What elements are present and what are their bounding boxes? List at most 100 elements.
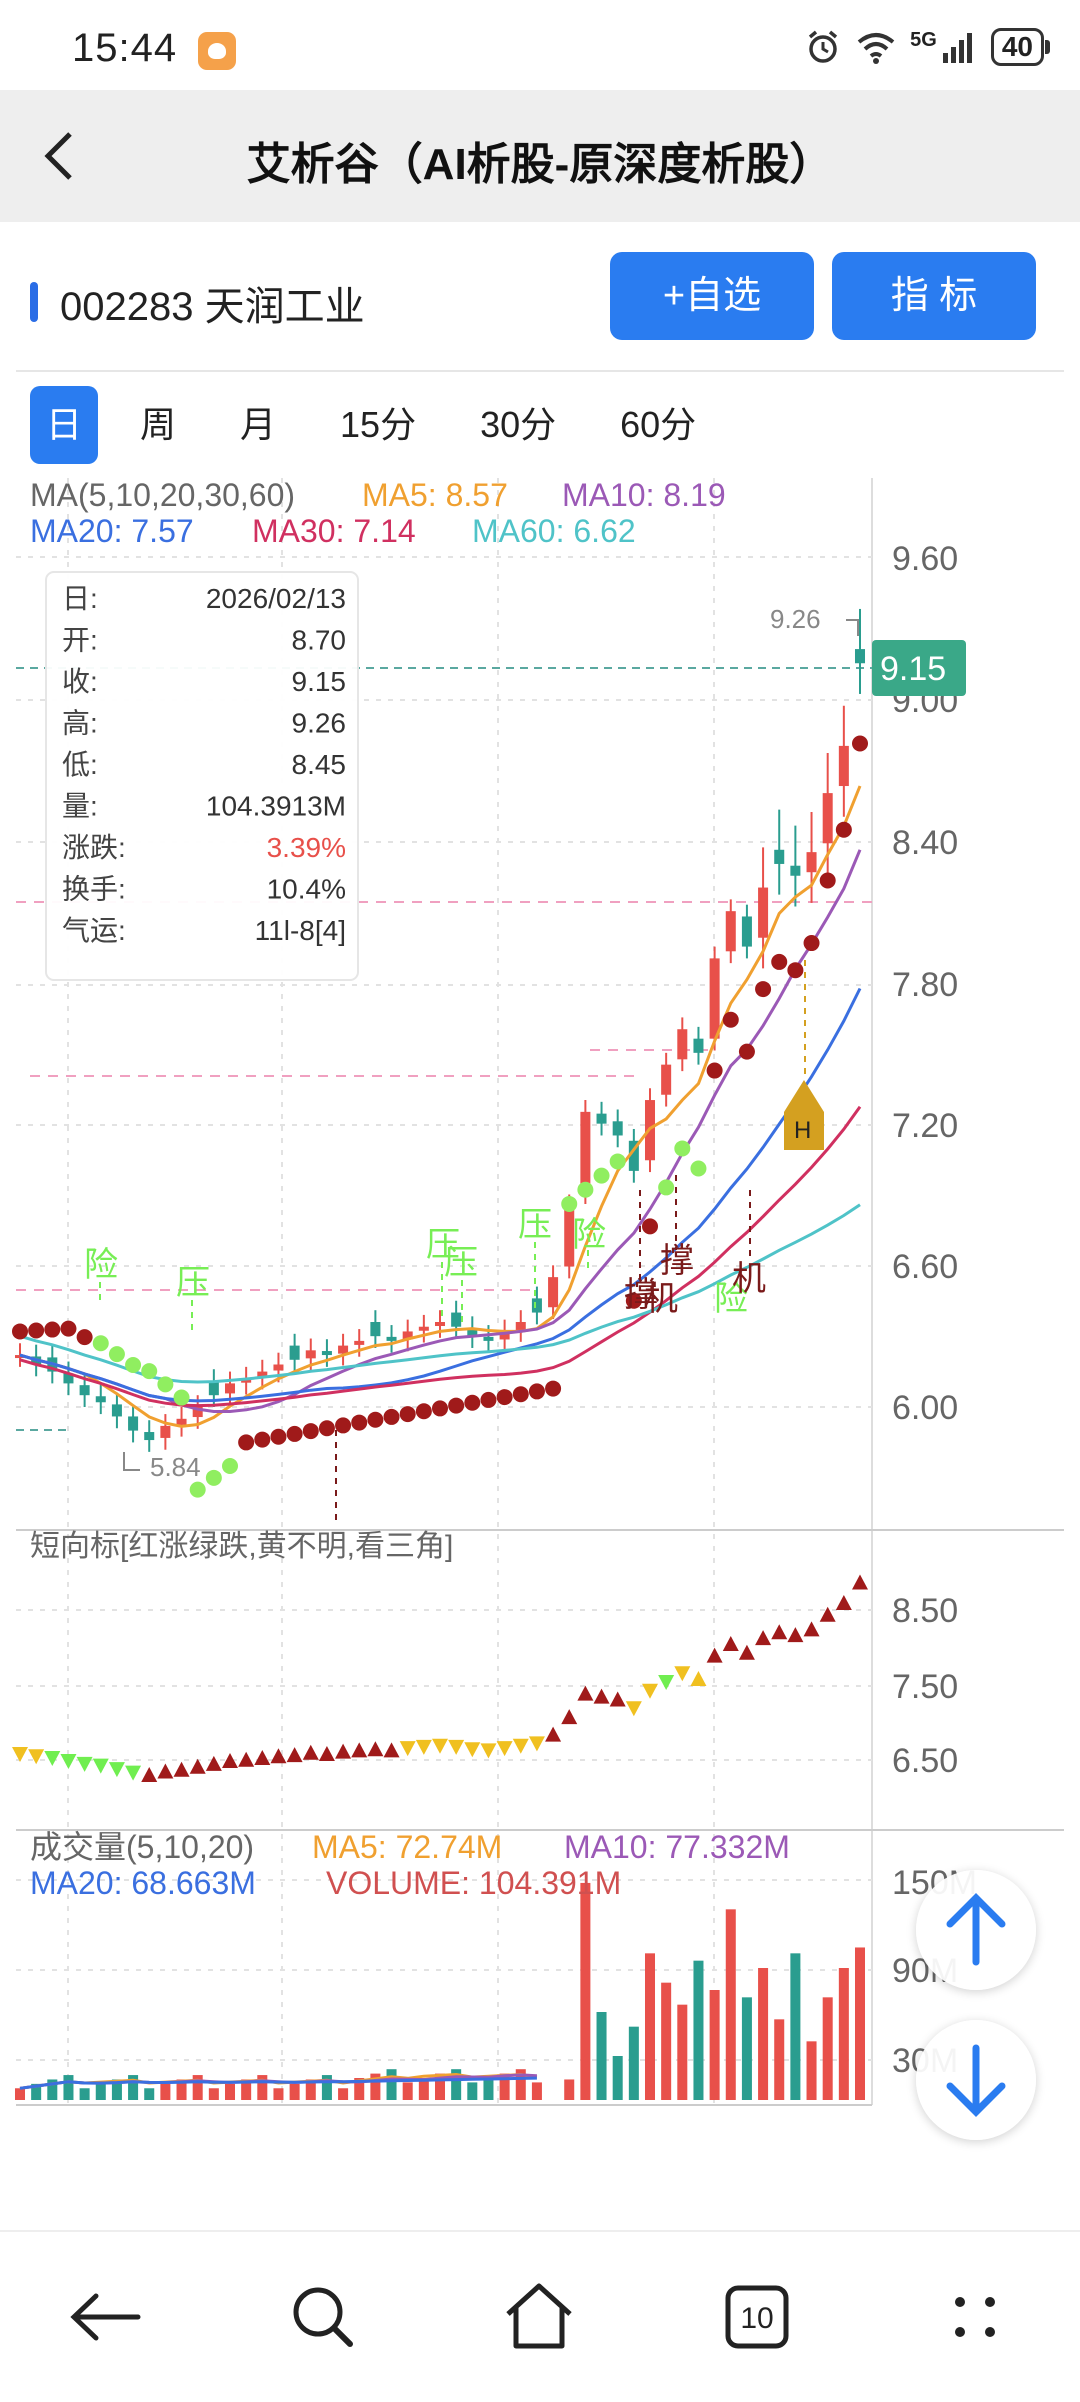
nav-search-button[interactable]	[278, 2272, 368, 2362]
candle-body	[257, 1371, 268, 1378]
volume-bar	[854, 1947, 866, 2100]
system-nav-bar: 10	[0, 2230, 1080, 2402]
ma-legend-title: MA(5,10,20,30,60)	[30, 477, 295, 513]
volume-bar	[160, 2083, 171, 2100]
vol-ma20-label: MA20: 68.663M	[30, 1865, 256, 1901]
trend-triangle	[108, 1762, 125, 1778]
price-tick: 6.60	[892, 1248, 958, 1286]
indicator-button[interactable]: 指 标	[832, 252, 1036, 340]
price-tick: 7.20	[892, 1107, 958, 1145]
info-tooltip: 日: 2026/02/13 开: 8.70 收: 9.15 高: 9.26 低: 8.45 量: 10…	[45, 571, 359, 981]
trend-triangle	[690, 1671, 707, 1687]
tab-month[interactable]: 月	[240, 404, 277, 445]
scroll-down-button[interactable]	[916, 2020, 1036, 2140]
trend-dot	[464, 1394, 481, 1411]
trend-dot	[222, 1458, 238, 1475]
volume-bar	[661, 1982, 672, 2100]
period-tabs: 日 周 月 15分 30分 60分	[30, 385, 696, 465]
candle-body	[370, 1322, 381, 1337]
candle-body	[208, 1381, 219, 1396]
stock-chart[interactable]: MA(5,10,20,30,60) MA5: 8.57 MA10: 8.19 M…	[0, 470, 1080, 2150]
trend-dot	[12, 1323, 28, 1340]
candle-body	[661, 1064, 672, 1095]
tab-60min[interactable]: 60分	[620, 404, 697, 445]
scroll-up-button[interactable]	[916, 1870, 1036, 1990]
nav-tabs-button[interactable]: 10	[712, 2272, 802, 2362]
ma60-label: MA60: 6.62	[472, 513, 636, 549]
volume-bar	[741, 1997, 752, 2100]
volume-bar	[63, 2075, 74, 2100]
candle-body	[386, 1336, 397, 1341]
volume-ma-lines	[19, 2072, 538, 2090]
trend-dot	[577, 1181, 594, 1198]
candle-body	[241, 1378, 252, 1383]
tab-week[interactable]: 周	[140, 404, 177, 445]
volume-bar	[111, 2079, 122, 2100]
volume-bar	[144, 2088, 155, 2100]
candle-body	[289, 1345, 300, 1360]
trend-dot	[383, 1408, 400, 1425]
trend-dot	[286, 1425, 303, 1442]
nav-home-button[interactable]	[494, 2272, 584, 2362]
candle-body	[95, 1396, 106, 1403]
app-header: 艾析谷（AI析股-原深度析股）	[0, 90, 1080, 222]
candle-body	[515, 1322, 526, 1331]
candle-body	[338, 1345, 349, 1354]
tab-30min[interactable]: 30分	[480, 404, 557, 445]
trend-triangle	[852, 1574, 868, 1590]
volume-bar	[644, 1953, 656, 2100]
trend-triangle	[561, 1709, 578, 1725]
volume-bar	[95, 2083, 106, 2100]
add-watchlist-button[interactable]: +自选	[610, 252, 814, 340]
nav-back-button[interactable]	[60, 2272, 150, 2362]
marker-text: 压	[426, 1226, 460, 1264]
tab-15min[interactable]: 15分	[340, 404, 417, 445]
volume-bar	[677, 2004, 688, 2100]
ma-line	[19, 987, 862, 1403]
candle-body	[838, 745, 849, 787]
candle-body	[305, 1350, 316, 1359]
volume-bar	[386, 2069, 397, 2100]
trend-dot	[545, 1380, 562, 1397]
nav-menu-button[interactable]	[930, 2272, 1020, 2362]
trend-dot	[609, 1153, 626, 1170]
candle-body	[354, 1340, 365, 1345]
trend-triangle	[60, 1753, 77, 1769]
candle-body	[451, 1312, 462, 1327]
trend-triangle	[189, 1758, 206, 1774]
candle-body	[531, 1298, 542, 1313]
price-tick: 7.80	[892, 966, 958, 1004]
trend-triangle	[771, 1624, 788, 1640]
arrow-up-icon	[946, 1893, 1006, 1966]
trend-triangle	[383, 1742, 400, 1758]
candle-body	[483, 1336, 494, 1341]
candle-body	[806, 852, 817, 873]
candle-body	[677, 1029, 688, 1060]
volume-bar	[418, 2078, 429, 2100]
volume-bar	[370, 2073, 381, 2100]
trend-dot	[415, 1403, 432, 1420]
trend-dot	[76, 1329, 93, 1346]
candle-body	[111, 1404, 122, 1417]
stock-header: 002283 天润工业 +自选 指 标	[0, 222, 1080, 370]
candle-body	[128, 1416, 139, 1431]
status-icons: 5G 40	[804, 28, 1051, 66]
info-label: 低:	[62, 749, 98, 780]
divider	[16, 370, 1064, 372]
short-panel-title: 短向标[红涨绿跌,黄不明,看三角]	[30, 1530, 453, 1563]
low-pointer	[123, 1452, 140, 1471]
trend-dot	[755, 981, 772, 998]
candle-body	[79, 1385, 90, 1396]
trend-dot	[819, 872, 836, 889]
info-value: 9.15	[292, 666, 347, 697]
info-label: 高:	[62, 708, 98, 739]
volume-bar	[176, 2079, 187, 2100]
candle-body	[176, 1418, 187, 1425]
back-button[interactable]	[40, 126, 100, 186]
app-notification-icon	[198, 32, 236, 70]
trend-triangle	[28, 1749, 45, 1765]
trend-triangle	[512, 1738, 529, 1754]
tabs-icon: 10	[725, 2285, 789, 2349]
candle-body	[63, 1373, 74, 1384]
tab-day[interactable]: 日	[30, 386, 98, 464]
